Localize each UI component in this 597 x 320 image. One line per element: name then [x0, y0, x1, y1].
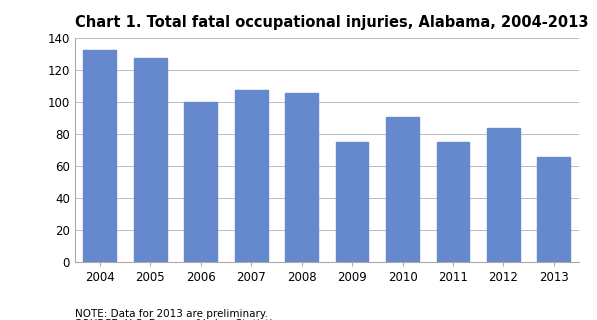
Bar — [285, 93, 318, 262]
Bar — [386, 117, 419, 262]
Bar — [537, 157, 570, 262]
Bar — [235, 90, 267, 262]
Bar — [184, 102, 217, 262]
Text: Chart 1. Total fatal occupational injuries, Alabama, 2004-2013: Chart 1. Total fatal occupational injuri… — [75, 15, 588, 30]
Bar — [134, 58, 167, 262]
Bar — [487, 128, 520, 262]
Bar — [436, 142, 469, 262]
Bar — [84, 50, 116, 262]
Bar — [336, 142, 368, 262]
Text: NOTE: Data for 2013 are preliminary.: NOTE: Data for 2013 are preliminary. — [75, 309, 267, 319]
Text: SOURCE: U.S. Bureau of Labor Statistics.: SOURCE: U.S. Bureau of Labor Statistics. — [75, 319, 287, 320]
